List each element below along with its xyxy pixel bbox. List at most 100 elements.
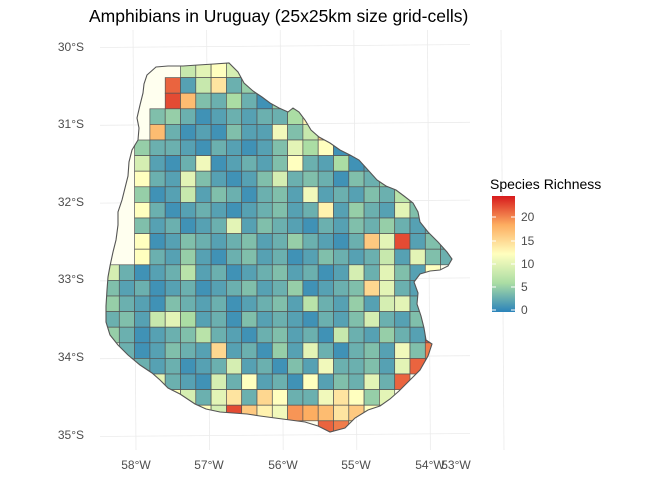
grid-cell	[287, 170, 304, 188]
grid-cell	[241, 404, 258, 422]
grid-cell	[348, 280, 365, 297]
grid-cell	[317, 358, 334, 375]
grid-cell	[164, 170, 181, 188]
grid-cell	[271, 311, 288, 328]
grid-cell	[271, 358, 288, 375]
grid-cell	[302, 170, 319, 188]
grid-cell	[456, 234, 471, 250]
grid-cell	[333, 186, 350, 203]
grid-cell	[394, 342, 411, 359]
grid-cell	[379, 342, 396, 359]
grid-cell	[409, 186, 426, 203]
grid-cell	[456, 218, 471, 234]
grid-cell	[409, 342, 426, 359]
grid-cell	[333, 295, 350, 312]
grid-cell	[333, 311, 350, 328]
grid-cell	[241, 342, 258, 359]
grid-cell	[379, 311, 396, 328]
grid-cell	[271, 326, 288, 344]
grid-cell	[302, 139, 319, 156]
legend-colorbar	[492, 196, 515, 312]
grid-cell	[210, 92, 227, 110]
grid-cell	[363, 358, 380, 375]
grid-cell	[333, 124, 350, 141]
grid-cell	[317, 233, 334, 250]
grid-cell	[149, 217, 166, 234]
grid-cell	[241, 233, 258, 250]
grid-cell	[363, 217, 380, 234]
grid-cell	[256, 108, 273, 125]
grid-cell	[195, 155, 212, 172]
grid-cell	[287, 342, 304, 359]
grid-cell	[118, 311, 135, 328]
legend-tick-15: 15	[521, 234, 535, 248]
grid-cell	[287, 217, 304, 234]
grid-cell	[394, 311, 411, 328]
grid-cell	[164, 124, 181, 141]
grid-cell	[333, 202, 350, 219]
grid-cell	[409, 233, 426, 250]
grid-cell	[302, 248, 319, 266]
grid-cell	[118, 295, 135, 312]
grid-cell	[333, 108, 350, 125]
grid-cell	[241, 139, 258, 156]
grid-cell	[271, 217, 288, 234]
grid-cell	[210, 404, 227, 422]
grid-cell	[241, 264, 258, 281]
grid-cell	[226, 248, 243, 266]
grid-cell	[287, 92, 304, 110]
grid-cell	[164, 311, 181, 328]
grid-cell	[317, 108, 334, 125]
grid-cell	[134, 170, 151, 188]
grid-cell	[287, 124, 304, 141]
grid-cell	[317, 264, 334, 281]
grid-cell	[379, 217, 396, 234]
grid-cell	[256, 186, 273, 203]
grid-cell	[210, 217, 227, 234]
grid-cell	[241, 311, 258, 328]
grid-cell	[256, 233, 273, 250]
grid-cell	[424, 233, 441, 250]
grid-cell	[317, 186, 334, 203]
grid-cell	[348, 373, 365, 390]
y-axis-label-31s: 31°S	[57, 117, 84, 131]
grid-cell	[317, 217, 334, 234]
legend-tick-10: 10	[521, 257, 535, 271]
grid-cell	[134, 264, 151, 281]
grid-cell	[409, 155, 426, 172]
grid-cell	[287, 248, 304, 266]
grid-cell	[256, 342, 273, 359]
grid-cell	[164, 77, 181, 94]
grid-cell	[226, 342, 243, 359]
grid-cell	[256, 295, 273, 312]
grid-cell	[256, 280, 273, 297]
grid-cell	[134, 248, 151, 266]
grid-cell	[348, 186, 365, 203]
grid-cell	[287, 202, 304, 219]
grid-cell	[440, 217, 452, 234]
grid-cell	[149, 326, 166, 344]
grid-cell	[180, 170, 197, 188]
grid-cell	[271, 77, 288, 94]
grid-cell	[302, 108, 319, 125]
grid-cell	[118, 280, 135, 297]
grid-cell	[164, 108, 181, 125]
grid-cell	[348, 389, 365, 406]
grid-cell	[302, 155, 319, 172]
grid-cell	[394, 217, 411, 234]
grid-cell	[302, 186, 319, 203]
grid-cell	[317, 373, 334, 390]
grid-cell	[149, 202, 166, 219]
grid-cell	[164, 217, 181, 234]
grid-cell	[210, 139, 227, 156]
grid-cell	[210, 233, 227, 250]
grid-cell	[195, 139, 212, 156]
grid-cell	[164, 92, 181, 110]
grid-cell	[180, 264, 197, 281]
grid-cell	[409, 202, 426, 219]
grid-cell	[363, 280, 380, 297]
legend-ticks	[492, 216, 515, 311]
grid-cell	[195, 186, 212, 203]
grid-cell	[302, 342, 319, 359]
